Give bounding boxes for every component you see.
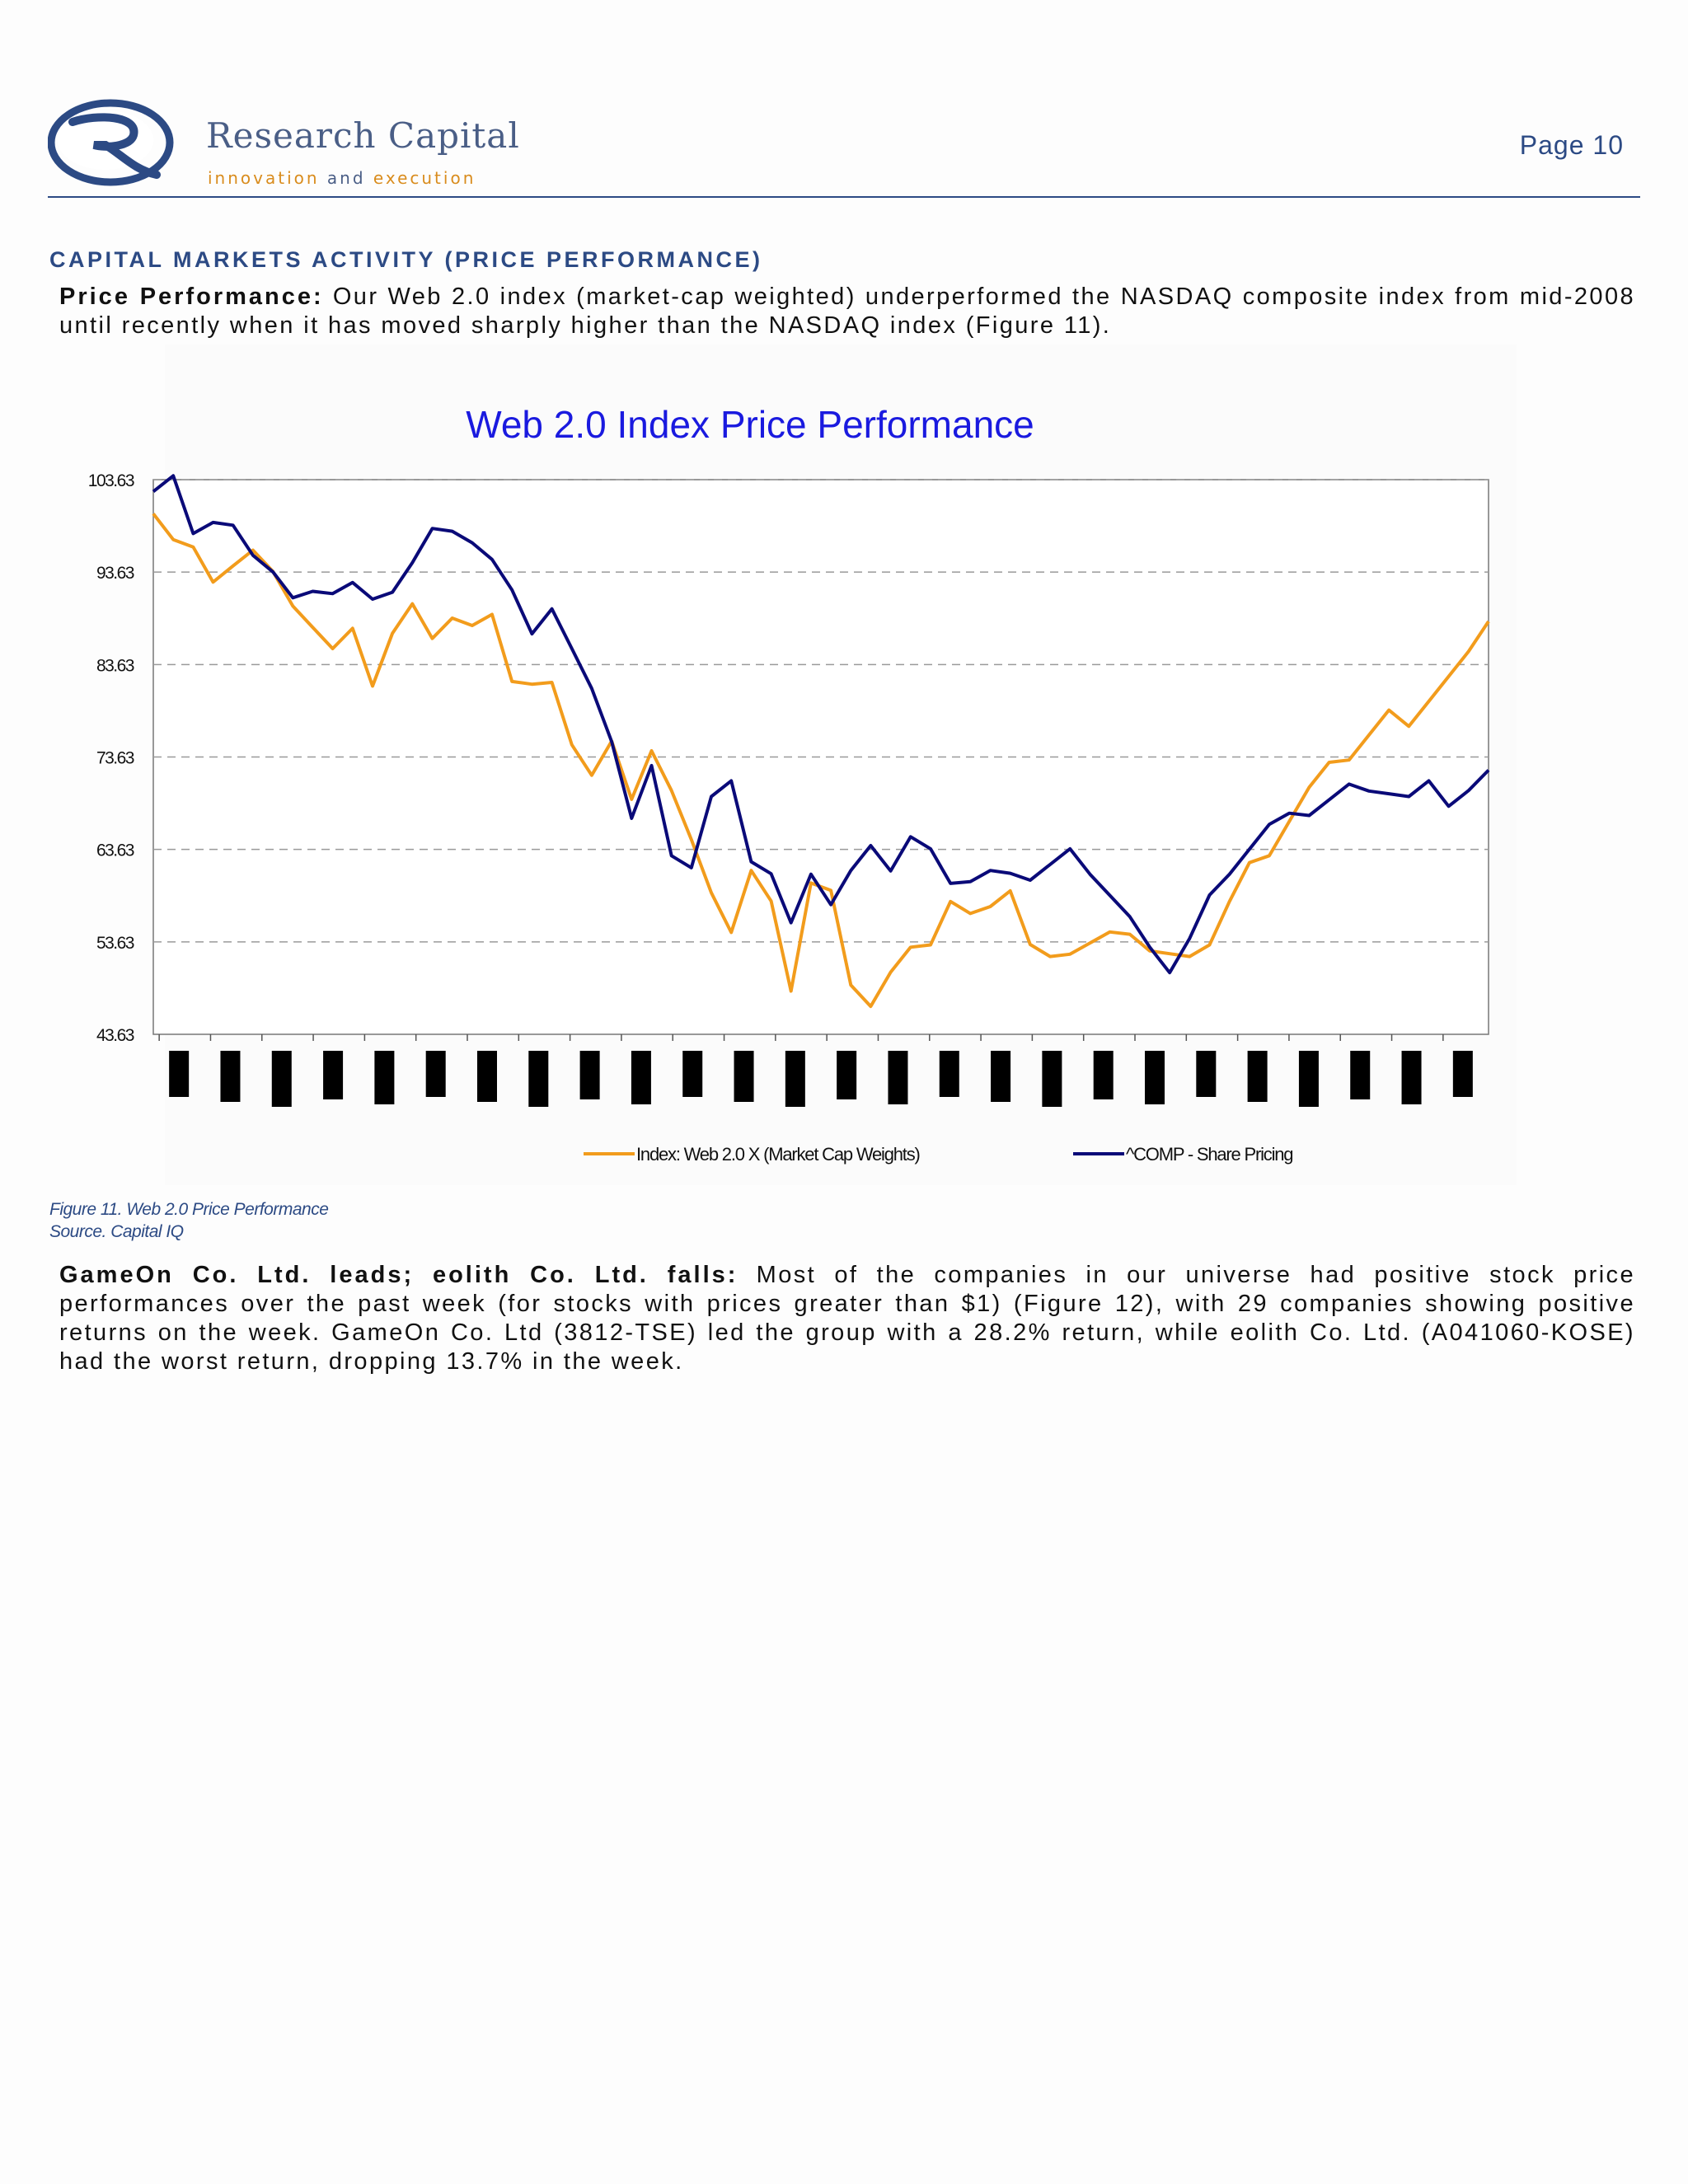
brand-name: Research Capital: [206, 115, 520, 156]
figure-caption: Figure 11. Web 2.0 Price Performance: [49, 1200, 329, 1219]
price-performance-paragraph: Price Performance: Our Web 2.0 index (ma…: [59, 283, 1635, 340]
research-capital-logo: [48, 99, 174, 186]
x-tick-label-redacted: [631, 1051, 651, 1104]
para1-body: Our Web 2.0 index (market-cap weighted) …: [59, 284, 1635, 339]
header-divider: [48, 196, 1640, 198]
x-tick-label-redacted: [888, 1051, 908, 1104]
weekly-leaders-paragraph: GameOn Co. Ltd. leads; eolith Co. Ltd. f…: [59, 1261, 1635, 1376]
y-tick-label: 103.63: [88, 471, 134, 490]
y-tick-label: 93.63: [96, 564, 134, 583]
x-tick-label-redacted: [477, 1051, 497, 1102]
series-comp-line: [152, 474, 1490, 975]
x-tick-label-redacted: [1196, 1051, 1217, 1097]
x-tick-label-redacted: [1452, 1051, 1473, 1097]
figure-source: Source. Capital IQ: [49, 1222, 184, 1241]
para1-lead: Price Performance:: [59, 284, 324, 310]
x-tick-label-redacted: [682, 1051, 703, 1097]
y-tick-label: 43.63: [96, 1026, 134, 1045]
x-tick-label-redacted: [734, 1051, 754, 1102]
x-tick-label-redacted: [425, 1051, 446, 1097]
tagline-execution: execution: [365, 168, 476, 188]
x-tick-label-redacted: [169, 1051, 190, 1097]
y-tick-label: 83.63: [96, 656, 134, 675]
tagline-innovation: innovation: [208, 168, 327, 188]
brand-tagline: innovation and execution: [208, 168, 476, 188]
x-tick-label-redacted: [1247, 1051, 1268, 1102]
x-tick-label-redacted: [271, 1051, 292, 1107]
x-tick-label-redacted: [220, 1051, 241, 1102]
x-tick-label-redacted: [1401, 1051, 1422, 1104]
y-tick-label: 53.63: [96, 934, 134, 953]
chart-title: Web 2.0 Index Price Performance: [466, 403, 1034, 446]
y-tick-label: 73.63: [96, 749, 134, 768]
x-tick-label-redacted: [374, 1051, 395, 1104]
x-tick-label-redacted: [785, 1051, 805, 1107]
page-number: Page 10: [1519, 130, 1624, 160]
section-title: CAPITAL MARKETS ACTIVITY (PRICE PERFORMA…: [49, 247, 763, 272]
x-tick-label-redacted: [1350, 1051, 1371, 1099]
x-tick-label-redacted: [528, 1051, 549, 1107]
x-tick-label-redacted: [939, 1051, 959, 1097]
x-tick-label-redacted: [991, 1051, 1011, 1102]
legend-label: ^COMP - Share Pricing: [1126, 1144, 1292, 1165]
x-tick-label-redacted: [837, 1051, 857, 1099]
y-tick-label: 63.63: [96, 841, 134, 860]
tagline-and: and: [326, 168, 366, 188]
x-tick-label-redacted: [579, 1051, 600, 1099]
para2-body: Most of the companies in our universe ha…: [59, 1262, 1635, 1375]
x-tick-label-redacted: [1042, 1051, 1062, 1107]
x-tick-label-redacted: [1093, 1051, 1114, 1099]
x-tick-label-redacted: [1145, 1051, 1165, 1104]
legend-label: Index: Web 2.0 X (Market Cap Weights): [636, 1144, 920, 1165]
para2-lead: GameOn Co. Ltd. leads; eolith Co. Ltd. f…: [59, 1262, 738, 1288]
x-tick-label-redacted: [1298, 1051, 1319, 1107]
x-tick-label-redacted: [323, 1051, 344, 1099]
